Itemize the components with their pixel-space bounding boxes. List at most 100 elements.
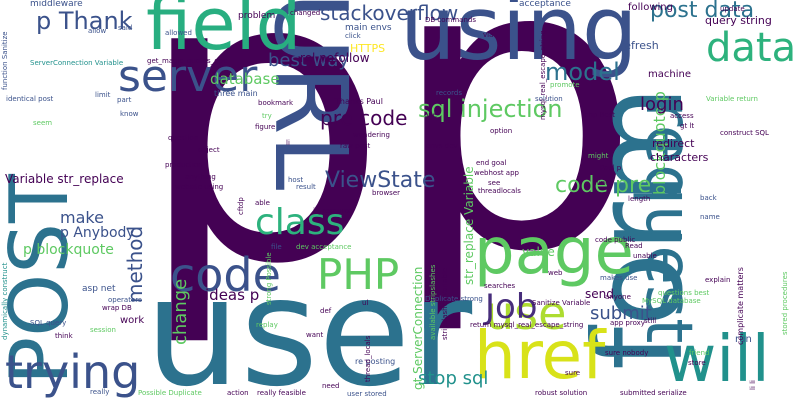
cloud-word-explain: explain [705, 276, 731, 284]
cloud-word-li-li: li li [749, 379, 757, 390]
cloud-word-database: database [210, 70, 280, 88]
cloud-word-identical-post: identical post [6, 95, 54, 103]
cloud-word-update: update [720, 5, 745, 13]
cloud-word-stackoverflow: stackoverflow [320, 1, 459, 25]
cloud-word-login: login [640, 94, 684, 115]
cloud-word-server: server [118, 51, 258, 102]
cloud-word-class: class [255, 202, 345, 243]
cloud-word-might: might [588, 152, 609, 160]
cloud-word-run: run [735, 334, 752, 345]
cloud-word-php: PHP [317, 250, 400, 299]
cloud-word-really-feasible: really feasible [257, 389, 306, 397]
cloud-word-know: know [120, 110, 139, 118]
cloud-word-ideas-p: ideas p [205, 286, 260, 304]
cloud-word-searches: searches [484, 282, 516, 290]
cloud-word-strong-possible: strong Possible [265, 252, 273, 305]
cloud-word-possible-duplicate: Possible Duplicate [138, 389, 202, 397]
cloud-word-name: name [700, 213, 720, 221]
cloud-word-str-replace-variable: str_replace Variable [462, 166, 476, 285]
cloud-word-asp-net: asp net [82, 284, 116, 294]
cloud-word-thread-locals: thread_locals [364, 335, 372, 382]
cloud-word-main-envs: main envs [345, 23, 392, 33]
cloud-word-code-public: code public [595, 236, 636, 244]
cloud-word-cftdp: cftdp [237, 197, 245, 215]
cloud-word-webhost-app: webhost app [474, 169, 519, 177]
cloud-word-sql-query: SQL query [30, 319, 67, 327]
cloud-word-part: part [117, 96, 132, 104]
cloud-word-want: want [306, 331, 324, 339]
cloud-word-variable-str-replace: Variable str_replace [5, 172, 124, 186]
cloud-word-model: model [545, 58, 620, 86]
cloud-word-page: page [474, 215, 634, 289]
cloud-word-user: user [145, 246, 473, 400]
cloud-word-sure-nobody: sure nobody [605, 349, 649, 357]
cloud-word-web: web [548, 269, 563, 277]
cloud-word-really: really [90, 388, 110, 396]
cloud-word-middleware: middleware [30, 0, 83, 9]
cloud-word-data: data [706, 25, 797, 71]
cloud-word-access: access [670, 112, 694, 120]
cloud-word-submitted-serialize: submitted serialize [620, 389, 687, 397]
cloud-word-construct-sql: construct SQL [720, 129, 769, 137]
cloud-word-able: able [255, 199, 270, 207]
cloud-word-need: need [322, 382, 340, 390]
cloud-word-p-blockquote: p blockquote [23, 242, 114, 258]
cloud-word-dynamically-construct: dynamically construct [1, 262, 9, 340]
cloud-word-will: will [664, 323, 770, 397]
cloud-word-envs-dev: envs dev [426, 142, 458, 150]
cloud-word-anyone: anyone [605, 293, 631, 301]
cloud-word-mysql-database: MySQL database [642, 297, 701, 305]
cloud-word-p-left: p [135, 0, 389, 352]
cloud-word-still: still [644, 317, 657, 325]
cloud-word-pre-code: pre code [320, 106, 408, 130]
cloud-word-dev-acceptance: dev acceptance [296, 243, 352, 251]
cloud-word-gt-serverconnection: gt ServerConnection [411, 266, 425, 390]
cloud-word-post-data: post data [650, 0, 755, 23]
cloud-word-production: production [165, 161, 203, 169]
cloud-word-https: HTTPS [350, 42, 386, 55]
cloud-word-length: length [628, 195, 651, 203]
cloud-word-send: send [585, 287, 614, 301]
cloud-word-allowed: allowed [165, 29, 192, 37]
cloud-word-allow: allow [88, 27, 107, 35]
cloud-word-via: via [483, 31, 494, 39]
cloud-word-thanks-paul: Thanks Paul [335, 97, 383, 106]
cloud-word-anything: anything [185, 173, 216, 181]
cloud-word-job: Job [485, 287, 538, 327]
cloud-word-records: records [436, 89, 463, 97]
cloud-word-one: one [424, 111, 438, 119]
cloud-word-query-string: query string [705, 14, 772, 27]
cloud-word-return-mysql-real-escape-string: return mysql_real_escape_string [470, 321, 584, 329]
cloud-word-viewstate: ViewState [325, 168, 436, 193]
cloud-word-problem: problem [238, 11, 276, 21]
cloud-word-p-thank: p Thank [36, 7, 133, 35]
cloud-word-stop-sql: stop sql [418, 368, 489, 389]
cloud-word-read: Read [625, 242, 643, 250]
cloud-word-said: said [118, 24, 133, 32]
cloud-word-using: using [400, 0, 638, 80]
cloud-word-object: object [198, 146, 220, 154]
cloud-word-back: back [700, 194, 717, 202]
cloud-word-make: make [60, 208, 104, 227]
cloud-word-makes-use: makes use [600, 274, 638, 282]
cloud-word-machine: machine [648, 69, 691, 80]
cloud-word-promote: promote [550, 81, 580, 89]
cloud-word-raw-post: raw post [340, 142, 371, 150]
cloud-word-see: see [488, 179, 501, 187]
cloud-word-threadlocals: threadlocals [478, 187, 521, 195]
cloud-word-solution: solution [535, 95, 563, 103]
cloud-word-available-stripslashes: available stripslashes [429, 264, 437, 340]
cloud-word-ul: ul [362, 299, 369, 307]
cloud-word-def: def [320, 307, 332, 315]
cloud-word-bookmark: bookmark [258, 99, 294, 107]
cloud-word-stored-procedures: stored procedures [781, 271, 789, 335]
cloud-word-questions-best: questions best [658, 289, 710, 297]
cloud-word-app-proxy: app proxy [610, 319, 645, 327]
cloud-word-php-best: php Best [584, 111, 616, 119]
cloud-word-user-stored: user stored [347, 390, 387, 398]
cloud-word-replay: replay [256, 321, 278, 329]
cloud-word-best-way: best way [268, 50, 350, 71]
cloud-word-work: work [120, 315, 145, 326]
cloud-word-code-pre: code pre [555, 173, 652, 198]
